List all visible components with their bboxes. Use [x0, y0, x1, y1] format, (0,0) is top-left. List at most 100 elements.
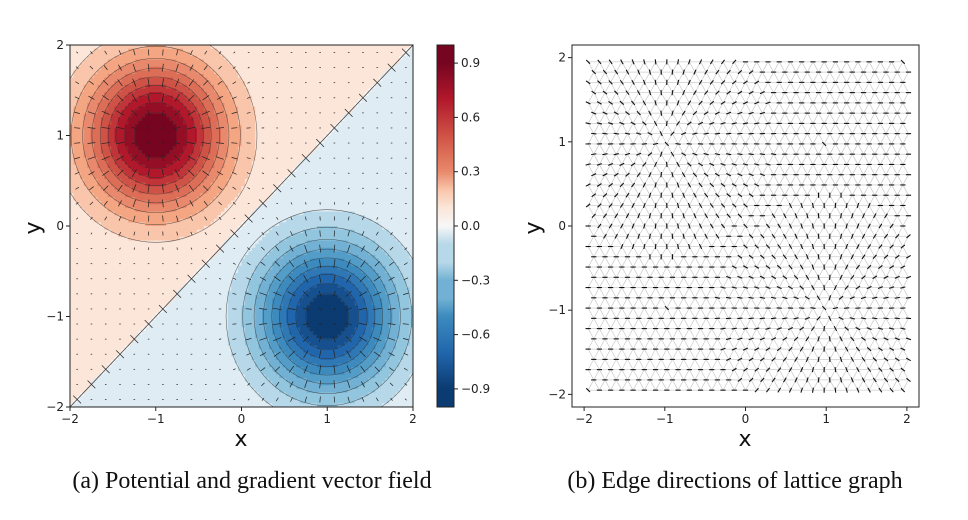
heat-cell: [217, 157, 222, 162]
heat-cell: [80, 99, 85, 104]
heat-cell: [76, 102, 81, 108]
heat-cell: [107, 254, 112, 260]
heat-cell: [155, 287, 160, 292]
heat-cell: [80, 95, 85, 100]
heat-cell: [227, 269, 232, 274]
heat-cell: [155, 106, 160, 111]
heat-cell: [145, 131, 150, 137]
heat-cell: [169, 334, 174, 339]
heat-cell: [94, 323, 99, 328]
heat-cell: [145, 247, 150, 252]
heat-cell: [166, 131, 171, 137]
heat-cell: [217, 222, 222, 227]
heat-cell: [207, 45, 212, 50]
heat-cell: [200, 349, 205, 354]
heat-cell: [124, 265, 129, 271]
heat-cell: [217, 385, 222, 390]
heat-cell: [169, 92, 174, 97]
heat-cell: [193, 81, 198, 86]
heat-cell: [210, 247, 215, 252]
heat-cell: [217, 298, 222, 303]
heat-cell: [155, 316, 160, 321]
heat-cell: [76, 99, 81, 104]
heat-cell: [196, 52, 201, 57]
heat-cell: [87, 168, 92, 173]
heat-cell: [70, 305, 75, 310]
heat-cell: [76, 88, 81, 93]
heat-cell: [234, 55, 239, 61]
heat-cell: [135, 276, 140, 281]
heat-cell: [196, 48, 201, 53]
heat-cell: [220, 363, 225, 368]
heat-cell: [138, 359, 143, 365]
heat-cell: [97, 215, 102, 220]
heat-cell: [152, 327, 157, 332]
heat-cell: [220, 63, 225, 68]
heat-cell: [80, 269, 85, 274]
heat-cell: [227, 287, 232, 292]
heat-cell: [73, 45, 78, 50]
heat-cell: [214, 84, 219, 90]
heat-cell: [104, 367, 109, 372]
heat-cell: [97, 226, 102, 231]
heat-cell: [162, 84, 167, 90]
heat-cell: [148, 204, 153, 209]
heat-cell: [97, 399, 102, 404]
heat-cell: [131, 244, 136, 249]
heat-cell: [227, 113, 232, 118]
heat-cell: [238, 59, 243, 64]
heat-cell: [76, 399, 81, 404]
heat-cell: [193, 110, 198, 115]
heat-cell: [100, 77, 105, 82]
heat-cell: [193, 55, 198, 61]
heat-cell: [94, 251, 99, 256]
heat-cell: [179, 244, 184, 249]
heat-cell: [73, 269, 78, 274]
heat-cell: [70, 240, 75, 245]
heat-cell: [104, 258, 109, 263]
heat-cell: [214, 330, 219, 336]
heat-cell: [90, 258, 95, 263]
heat-cell: [214, 175, 219, 180]
heat-cell: [159, 291, 164, 296]
heat-cell: [121, 226, 126, 231]
heat-cell: [234, 349, 239, 354]
heat-cell: [169, 63, 174, 68]
heat-cell: [121, 385, 126, 390]
heat-cell: [183, 240, 188, 245]
heat-cell: [131, 381, 136, 386]
heat-cell: [152, 160, 157, 166]
heat-cell: [210, 121, 215, 126]
heat-cell: [94, 316, 99, 321]
heat-cell: [142, 59, 147, 64]
heat-cell: [73, 99, 78, 104]
heat-cell: [193, 309, 198, 314]
heat-cell: [210, 352, 215, 357]
heat-cell: [83, 92, 88, 97]
heat-cell: [142, 66, 147, 71]
heat-cell: [183, 113, 188, 118]
heat-cell: [97, 175, 102, 180]
heat-cell: [169, 95, 174, 100]
heat-cell: [111, 251, 116, 256]
heat-cell: [155, 345, 160, 350]
heat-cell: [107, 102, 112, 108]
heat-cell: [107, 197, 112, 202]
heat-cell: [111, 345, 116, 350]
heat-cell: [179, 66, 184, 71]
heat-cell: [128, 95, 133, 100]
heat-cell: [200, 113, 205, 118]
heat-cell: [90, 345, 95, 350]
heat-cell: [162, 287, 167, 292]
heat-cell: [73, 218, 78, 223]
heat-cell: [111, 273, 116, 278]
heat-cell: [207, 66, 212, 71]
heat-cell: [159, 182, 164, 187]
heat-cell: [183, 77, 188, 82]
heat-cell: [128, 222, 133, 227]
heat-cell: [70, 381, 75, 386]
heat-cell: [159, 396, 164, 401]
heat-cell: [135, 48, 140, 53]
heat-cell: [100, 359, 105, 365]
heat-cell: [83, 396, 88, 401]
